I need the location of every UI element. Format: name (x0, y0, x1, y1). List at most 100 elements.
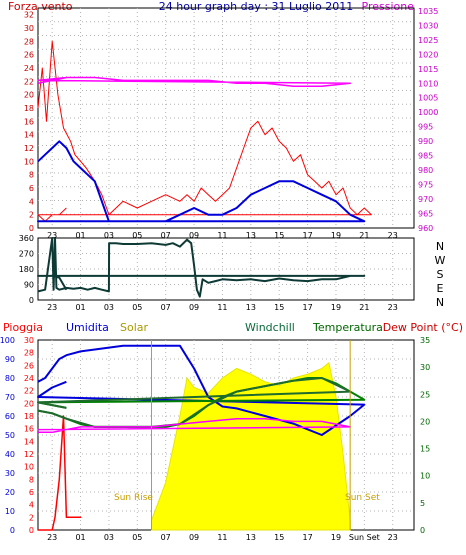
wind-ytick-11: 22 (24, 77, 34, 86)
wind-series-line-0 (37, 40, 372, 222)
wind-ytick-3: 6 (29, 184, 34, 193)
wind-xtick-2: 03 (104, 231, 114, 240)
wind-ytick-2: 4 (29, 197, 34, 206)
temp-ytick-2: 10 (420, 472, 430, 481)
dir-xtick-12: 23 (388, 303, 398, 312)
wind-ytick-13: 26 (24, 51, 34, 60)
rain-ytick-15: 30 (24, 336, 34, 345)
clim-xtick-4: 07 (161, 533, 171, 542)
dir-xtick-8: 15 (274, 303, 284, 312)
wind-label: Forza vento (8, 0, 73, 13)
pressure-ytick-10: 1010 (418, 79, 438, 88)
temp-ytick-6: 30 (420, 363, 430, 372)
dir-xtick-10: 19 (331, 303, 341, 312)
humidity-ytick-8: 80 (5, 374, 15, 383)
tick-layer: 0246810121416182022242628303296096597097… (0, 7, 438, 542)
chart-title: 24 hour graph day : 31 Luglio 2011 (159, 0, 354, 13)
wind-xtick-11: 21 (359, 231, 369, 240)
clim-xtick-7: 13 (246, 533, 256, 542)
wind-ytick-0: 0 (29, 224, 34, 233)
rain-ytick-0: 0 (29, 526, 34, 535)
wind-xtick-9: 17 (302, 231, 312, 240)
pressure-ytick-5: 985 (418, 152, 433, 161)
rain-ytick-2: 4 (29, 501, 34, 510)
compass-e: E (437, 282, 444, 295)
dir-ytick-2: 180 (19, 265, 34, 274)
rain-ytick-7: 14 (24, 437, 34, 446)
temp-ytick-0: 0 (420, 526, 425, 535)
wind-xtick-6: 11 (217, 231, 227, 240)
wind-ytick-4: 8 (29, 171, 34, 180)
dir-xtick-1: 01 (75, 303, 85, 312)
pressure-ytick-2: 970 (418, 195, 433, 204)
wind-xtick-4: 07 (161, 231, 171, 240)
wind-ytick-12: 24 (24, 64, 34, 73)
clim-xtick-3: 05 (132, 533, 142, 542)
wind-xtick-1: 01 (75, 231, 85, 240)
rain-label: Pioggia (3, 321, 43, 334)
dir-ytick-4: 360 (19, 234, 34, 243)
temp-ytick-5: 25 (420, 390, 430, 399)
pressure-ytick-6: 990 (418, 137, 433, 146)
dir-ytick-1: 90 (24, 281, 34, 290)
wind-ytick-6: 12 (24, 144, 34, 153)
sun-rise-label: Sun Rise (114, 493, 153, 503)
temp-ytick-3: 15 (420, 445, 430, 454)
solar-area-2 (151, 361, 351, 531)
compass-n-bottom: N (436, 296, 444, 309)
humidity-ytick-5: 50 (5, 431, 15, 440)
temp-ytick-1: 5 (420, 499, 425, 508)
rain-ytick-5: 10 (24, 463, 34, 472)
temp-ytick-7: 35 (420, 336, 430, 345)
rain-ytick-14: 28 (24, 349, 34, 358)
rain-ytick-9: 18 (24, 412, 34, 421)
pressure-ytick-9: 1005 (418, 94, 438, 103)
dir-ytick-3: 270 (19, 250, 34, 259)
clim-xtick-10: 19 (331, 533, 341, 542)
clim-xtick-0: 23 (47, 533, 57, 542)
wind-xtick-10: 19 (331, 231, 341, 240)
wind-ytick-10: 20 (24, 91, 34, 100)
humidity-ytick-9: 90 (5, 355, 15, 364)
pressure-label: Pressione (362, 0, 415, 13)
wind-ytick-5: 10 (24, 157, 34, 166)
dir-xtick-5: 09 (189, 303, 199, 312)
dewpoint-label: Dew Point (°C) (383, 321, 463, 334)
dir-xtick-2: 03 (104, 303, 114, 312)
pressure-ytick-14: 1030 (418, 21, 438, 30)
sun-set-label: Sun Set (345, 493, 380, 503)
climate-series-line-4 (37, 377, 352, 428)
pressure-ytick-12: 1020 (418, 50, 438, 59)
dir-xtick-4: 07 (161, 303, 171, 312)
humidity-ytick-7: 70 (5, 393, 15, 402)
rain-ytick-4: 8 (29, 475, 34, 484)
dir-xtick-9: 17 (302, 303, 312, 312)
climate-series-line-0 (38, 415, 82, 531)
temp-ytick-4: 20 (420, 417, 430, 426)
clim-xtick-6: 11 (217, 533, 227, 542)
wind-ytick-7: 14 (24, 131, 34, 140)
wind-xtick-8: 15 (274, 231, 284, 240)
humidity-ytick-4: 40 (5, 450, 15, 459)
wind-series-line-2 (37, 76, 351, 87)
wind-ytick-15: 30 (24, 24, 34, 33)
pressure-ytick-13: 1025 (418, 36, 438, 45)
solar-label: Solar (120, 321, 149, 334)
windchill-label: Windchill (245, 321, 295, 334)
pressure-ytick-7: 995 (418, 123, 433, 132)
wind-ytick-16: 32 (24, 11, 34, 20)
pressure-ytick-3: 975 (418, 181, 433, 190)
rain-ytick-6: 12 (24, 450, 34, 459)
pressure-ytick-4: 980 (418, 166, 433, 175)
climate-series-line-5 (37, 417, 351, 434)
wind-ytick-1: 2 (29, 211, 34, 220)
humidity-ytick-1: 10 (5, 507, 15, 516)
compass-w: W (435, 254, 446, 267)
rain-ytick-1: 2 (29, 513, 34, 522)
compass-n-top: N (436, 240, 444, 253)
humidity-ytick-10: 100 (0, 336, 15, 345)
pressure-ytick-1: 965 (418, 210, 433, 219)
humidity-ytick-6: 60 (5, 412, 15, 421)
pressure-ytick-8: 1000 (418, 108, 438, 117)
